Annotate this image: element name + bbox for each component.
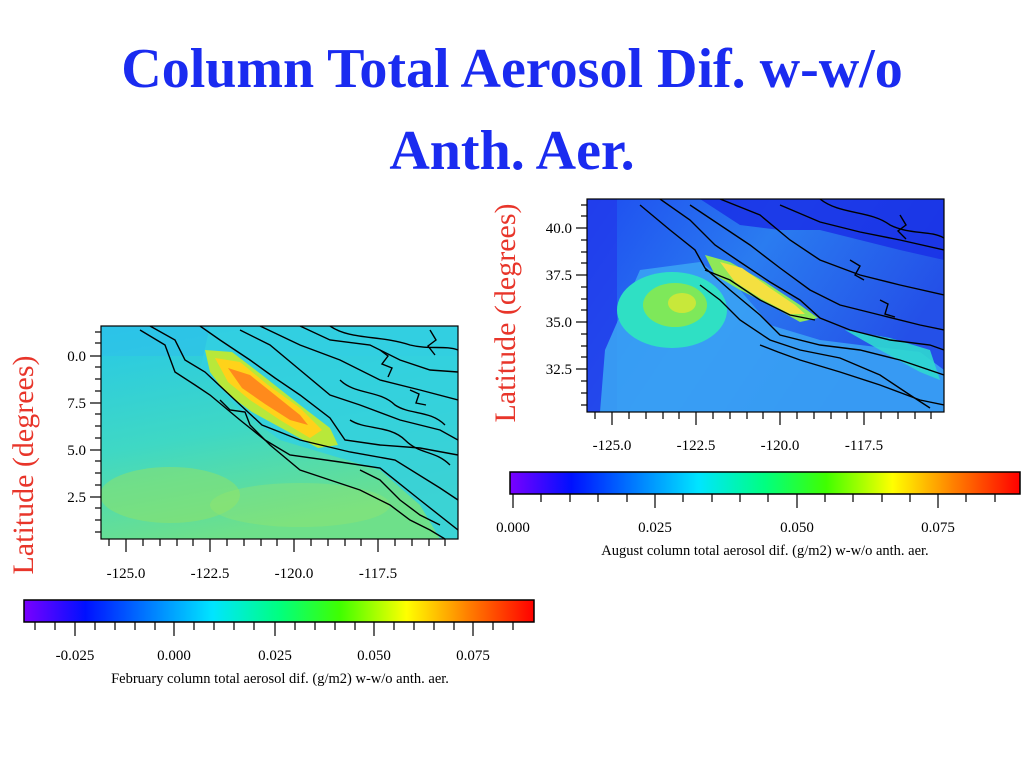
feb-contours [139,326,458,539]
feb-heatmap [101,326,458,539]
aug-x-tick-label: -125.0 [593,438,632,454]
feb-y-axis [90,331,101,533]
aug-y-tick-label: 37.5 [546,268,572,284]
feb-x-tick-label: -120.0 [275,566,314,582]
feb-x-tick-label: -117.5 [359,566,397,582]
feb-colorbar-tick-label: 0.075 [456,648,490,664]
feb-y-tick-label: 2.5 [67,490,86,506]
aug-colorbar [509,471,1021,495]
feb-x-axis [108,539,446,552]
aug-colorbar-tick-label: 0.075 [921,520,955,536]
feb-y-tick-label: 0.0 [67,349,86,365]
aug-x-axis [594,412,932,425]
aug-colorbar-label: August column total aerosol dif. (g/m2) … [601,543,928,559]
aug-x-tick-label: -117.5 [845,438,883,454]
aug-y-axis [576,204,587,406]
feb-plot-frame [100,325,459,540]
feb-colorbar [23,599,535,623]
feb-colorbar-tick-label: 0.000 [157,648,191,664]
aug-colorbar-ticks [512,494,996,508]
aug-x-tick-label: -120.0 [761,438,800,454]
aug-y-tick-label: 40.0 [546,221,572,237]
aug-heatmap [587,199,944,412]
feb-colorbar-ticks [34,622,514,636]
feb-x-tick-label: -125.0 [107,566,146,582]
feb-colorbar-tick-label: 0.050 [357,648,391,664]
slide-title-line1: Column Total Aerosol Dif. w-w/o [121,38,903,100]
aug-x-tick-label: -122.5 [677,438,716,454]
aug-colorbar-tick-label: 0.025 [638,520,672,536]
aug-contours [639,199,944,409]
aug-colorbar-tick-label: 0.050 [780,520,814,536]
aug-colorbar-tick-label: 0.000 [496,520,530,536]
feb-colorbar-label: February column total aerosol dif. (g/m2… [111,671,449,687]
feb-y-tick-label: 7.5 [67,396,86,412]
feb-colorbar-tick-label: -0.025 [56,648,95,664]
feb-y-tick-label: 5.0 [67,443,86,459]
aug-plot-frame [586,198,945,413]
slide-title-line2: Anth. Aer. [389,120,635,182]
feb-x-tick-label: -122.5 [191,566,230,582]
aug-y-tick-label: 35.0 [546,315,572,331]
feb-colorbar-tick-label: 0.025 [258,648,292,664]
aug-y-tick-label: 32.5 [546,362,572,378]
